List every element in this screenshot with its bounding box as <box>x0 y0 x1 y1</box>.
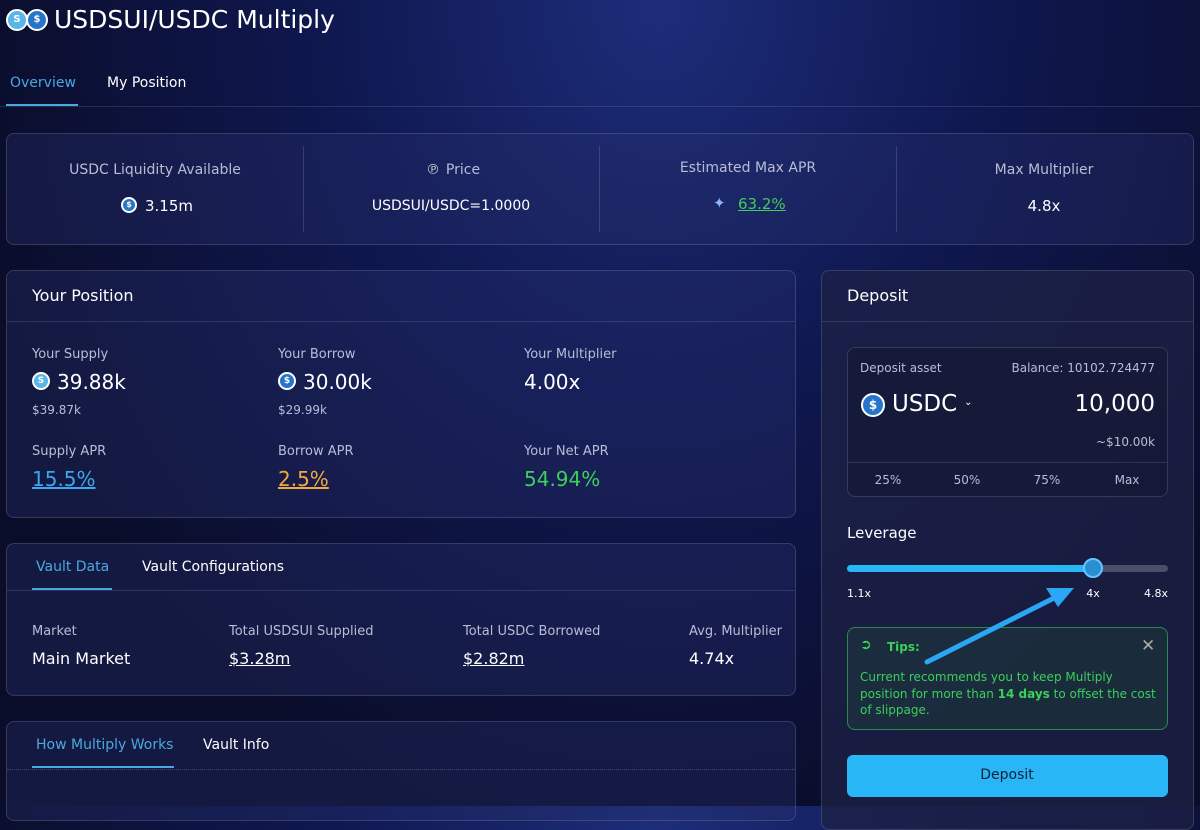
item-value[interactable]: 2.5% <box>278 467 329 491</box>
tab[interactable]: Vault Info <box>203 737 270 753</box>
item-label: Avg. Multiplier <box>689 624 782 639</box>
item-value[interactable]: $2.82m <box>463 649 525 668</box>
item-value: Main Market <box>32 649 131 668</box>
tips-box <box>847 627 1168 730</box>
tips-icon: ➲ <box>860 637 872 653</box>
usdc-icon: $ <box>278 372 296 390</box>
item-label: Borrow APR <box>278 444 354 459</box>
usdc-icon: $ <box>121 197 137 213</box>
tab[interactable]: Overview <box>10 75 76 91</box>
item-label: Market <box>32 624 77 639</box>
usdc-icon: $ <box>26 9 48 31</box>
position-card <box>6 270 796 518</box>
amount-usd: ~$10.00k <box>1096 435 1155 449</box>
stat-label: USDC Liquidity Available <box>69 162 241 178</box>
usdsui-icon: S <box>32 372 50 390</box>
tab[interactable]: How Multiply Works <box>36 737 174 753</box>
card-title: Your Position <box>32 286 134 305</box>
price-icon: ℗ <box>426 162 440 178</box>
item-label: Your Multiplier <box>524 347 617 362</box>
stat-label: Estimated Max APR <box>679 160 817 176</box>
slider-tick-label: 4.8x <box>1143 587 1168 600</box>
asset-select[interactable]: USDC <box>892 391 958 417</box>
item-value: 4.00x <box>524 370 581 394</box>
tab[interactable]: Vault Configurations <box>142 559 285 575</box>
item-label: Total USDC Borrowed <box>463 624 601 639</box>
percent-button[interactable]: 25% <box>874 473 902 487</box>
stat-value[interactable]: 63.2% <box>738 195 786 213</box>
item-value: 4.74x <box>689 649 735 668</box>
tips-text-part: Current recommends you to keep Multiply … <box>860 670 1113 701</box>
slider-tick-label: 4x <box>1086 587 1100 600</box>
tips-text-bold: 14 days <box>997 686 1050 701</box>
item-label: Supply APR <box>32 444 107 459</box>
tab-underline <box>32 766 174 768</box>
tab[interactable]: Vault Data <box>36 559 110 575</box>
usdc-icon: $ <box>861 393 885 417</box>
tips-text: Current recommends you to keep Multiply … <box>860 669 1160 719</box>
divider <box>0 106 1200 107</box>
sparkle-icon: ✦ <box>713 194 726 212</box>
item-sub: $29.99k <box>278 403 327 417</box>
item-value[interactable]: 15.5% <box>32 467 96 491</box>
dropdown-caret[interactable]: ⌄ <box>964 397 973 408</box>
tips-text-part: to offset the cost of slippage. <box>860 686 1156 718</box>
item-value: 39.88k <box>57 370 126 394</box>
stat-value: USDSUI/USDC=1.0000 <box>371 198 531 214</box>
leverage-label: Leverage <box>847 524 917 542</box>
tips-title: Tips: <box>887 640 920 654</box>
stat-value: 3.15m <box>145 197 194 215</box>
item-label: Your Net APR <box>524 444 609 459</box>
stat-label: Price <box>445 162 481 178</box>
amount[interactable]: 10,000 <box>1074 391 1155 417</box>
stat-value: 4.8x <box>1027 197 1061 215</box>
item-sub: $39.87k <box>32 403 81 417</box>
page-title: USDSUI/USDC Multiply <box>54 5 335 34</box>
item-label: Total USDSUI Supplied <box>229 624 374 639</box>
item-value[interactable]: $3.28m <box>229 649 291 668</box>
percent-button[interactable]: 75% <box>1033 473 1061 487</box>
vault-card <box>6 543 796 696</box>
tab-underline <box>6 104 78 106</box>
tab-underline <box>32 588 112 590</box>
slider-tick-label: 1.1x <box>847 587 872 600</box>
stats-card <box>6 133 1194 245</box>
item-label: Your Borrow <box>278 347 356 362</box>
slider-thumb[interactable] <box>1083 558 1103 578</box>
deposit-button[interactable] <box>847 755 1168 797</box>
item-label: Your Supply <box>32 347 109 362</box>
balance: Balance: 10102.724477 <box>1011 361 1155 375</box>
stat-label: Max Multiplier <box>994 162 1094 178</box>
tab[interactable]: My Position <box>107 75 187 91</box>
card-title: Deposit <box>847 286 909 305</box>
deposit-box <box>847 347 1168 497</box>
item-value: 30.00k <box>303 370 372 394</box>
page: S $ USDSUI/USDC Multiply Overview My Pos… <box>0 5 1200 830</box>
percent-button[interactable]: Max <box>1114 473 1140 487</box>
deposit-button-label[interactable]: Deposit <box>980 767 1034 783</box>
close-button[interactable]: ✕ <box>1141 636 1156 656</box>
asset-label: Deposit asset <box>860 361 942 375</box>
percent-button[interactable]: 50% <box>953 473 981 487</box>
annotation-arrow <box>924 588 1074 665</box>
slider-fill <box>847 565 1093 572</box>
item-value: 54.94% <box>524 467 601 491</box>
